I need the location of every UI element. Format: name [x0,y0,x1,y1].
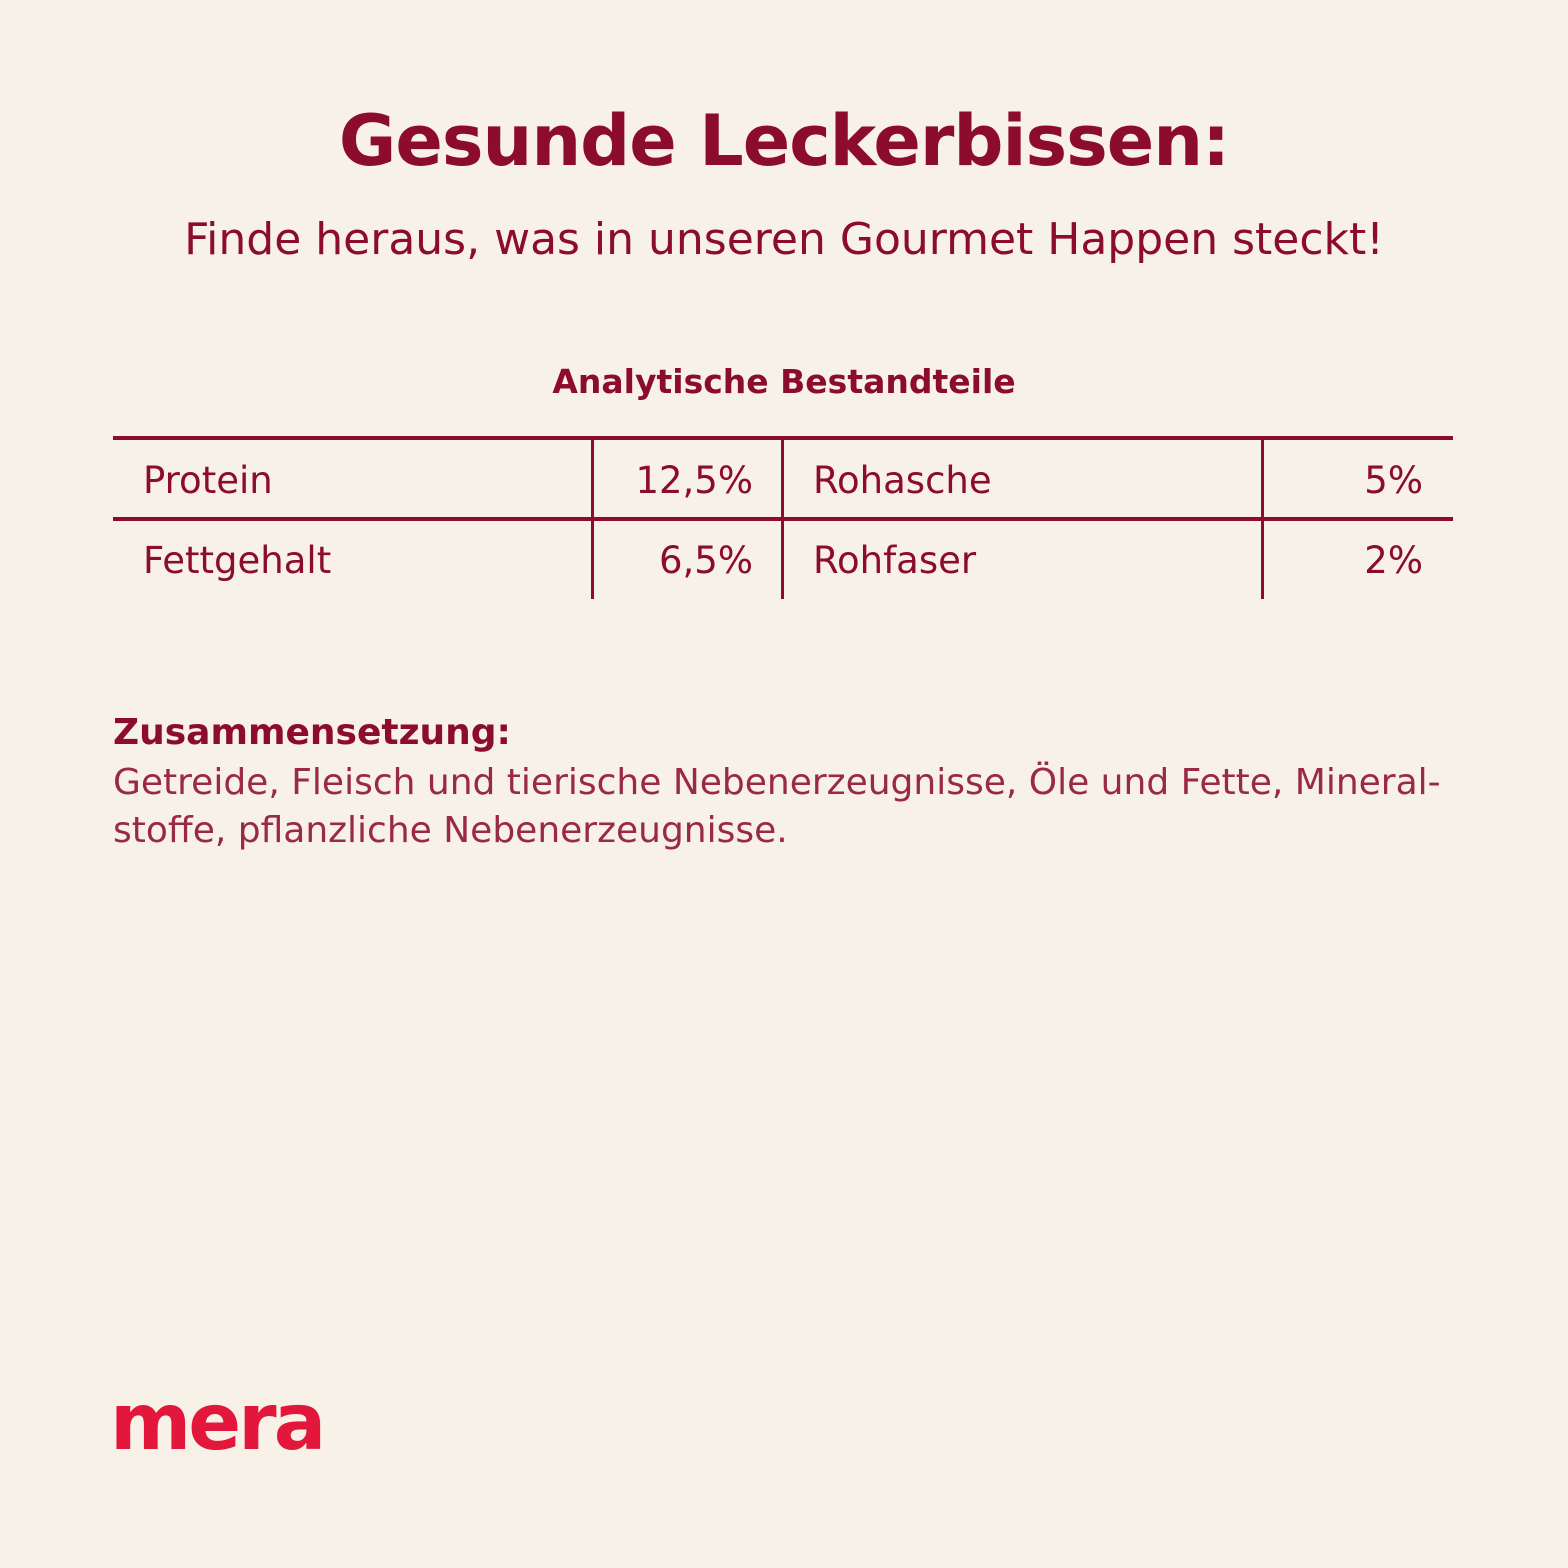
row-label: Rohasche [813,459,992,502]
column-rule [591,437,594,599]
row-value: 12,5% [635,459,753,502]
logo: mera [110,1378,326,1468]
title: Gesunde Leckerbissen: [338,100,1230,182]
composition-line: Getreide, Fleisch und tierische Nebenerz… [113,762,1441,803]
table-title: Analytische Bestandteile [552,362,1016,401]
row-label: Fettgehalt [143,539,332,582]
row-value: 5% [1364,459,1423,502]
row-label: Protein [143,459,273,502]
composition-heading: Zusammensetzung: [113,712,511,753]
composition-line: stoffe, pflanzliche Nebenerzeugnisse. [113,810,788,851]
column-rule [781,437,784,599]
row-value: 6,5% [659,539,753,582]
row-label: Rohfaser [813,539,977,582]
row-value: 2% [1364,539,1423,582]
subtitle: Finde heraus, was in unseren Gourmet Hap… [184,214,1384,265]
column-rule [1261,437,1264,599]
